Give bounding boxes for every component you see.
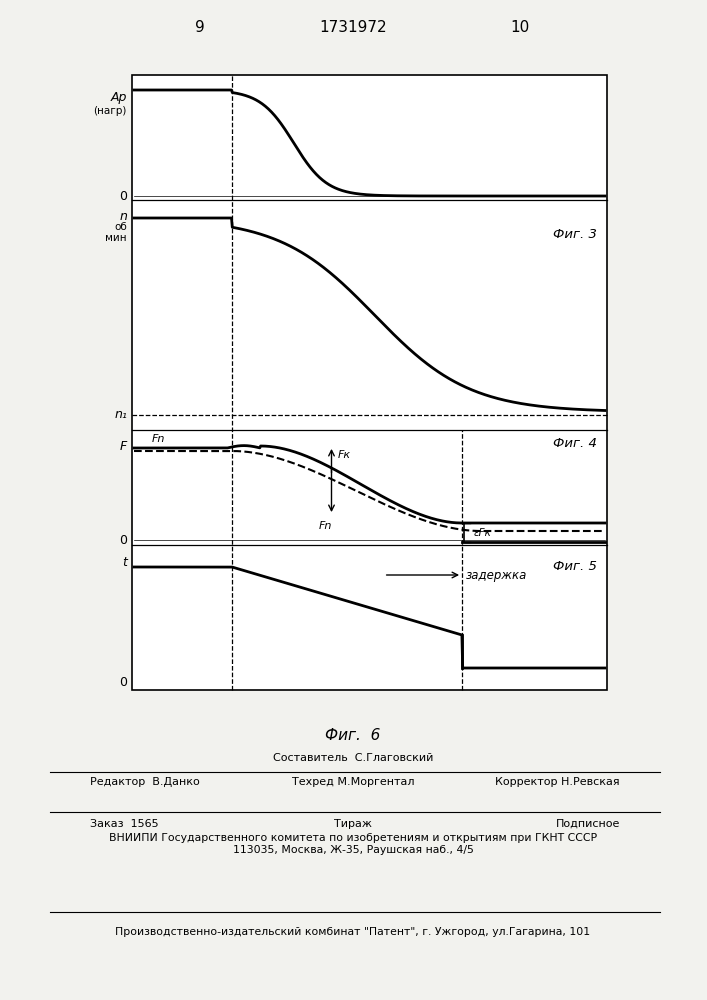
Text: Fк: Fк (337, 450, 351, 460)
Text: Составитель  С.Глаговский: Составитель С.Глаговский (273, 753, 433, 763)
Text: Fn: Fn (152, 434, 165, 444)
Text: t: t (122, 556, 127, 570)
Text: Подписное: Подписное (556, 819, 620, 829)
Text: (нагр): (нагр) (93, 106, 127, 116)
Text: 1731972: 1731972 (319, 20, 387, 35)
Text: Редактор  В.Данко: Редактор В.Данко (90, 777, 200, 787)
Text: 0: 0 (119, 534, 127, 546)
Text: F: F (119, 440, 127, 452)
Text: задержка: задержка (466, 568, 527, 582)
Text: Производственно-издательский комбинат "Патент", г. Ужгород, ул.Гагарина, 101: Производственно-издательский комбинат "П… (115, 927, 590, 937)
Text: 10: 10 (510, 20, 530, 35)
Text: 113035, Москва, Ж-35, Раушская наб., 4/5: 113035, Москва, Ж-35, Раушская наб., 4/5 (233, 845, 474, 855)
Text: 0: 0 (119, 190, 127, 202)
Text: мин: мин (105, 233, 127, 243)
Text: Фиг. 3: Фиг. 3 (553, 228, 597, 241)
Text: Заказ  1565: Заказ 1565 (90, 819, 158, 829)
Text: n₁: n₁ (114, 408, 127, 422)
Text: n: n (119, 210, 127, 223)
Text: Фиг.  6: Фиг. 6 (325, 728, 380, 742)
Text: ВНИИПИ Государственного комитета по изобретениям и открытиям при ГКНТ СССР: ВНИИПИ Государственного комитета по изоб… (109, 833, 597, 843)
Text: 9: 9 (195, 20, 205, 35)
Bar (132, 75, 607, 690)
Text: об: об (115, 222, 127, 232)
Text: Фиг. 5: Фиг. 5 (553, 560, 597, 573)
Text: εFк: εFк (474, 528, 492, 538)
Text: Тираж: Тираж (334, 819, 372, 829)
Text: Fn: Fn (319, 521, 332, 531)
Text: Корректор Н.Ревская: Корректор Н.Ревская (496, 777, 620, 787)
Text: 0: 0 (119, 676, 127, 688)
Text: Техред М.Моргентал: Техред М.Моргентал (292, 777, 414, 787)
Text: Фиг. 4: Фиг. 4 (553, 437, 597, 450)
Text: Ар: Ар (110, 91, 127, 104)
